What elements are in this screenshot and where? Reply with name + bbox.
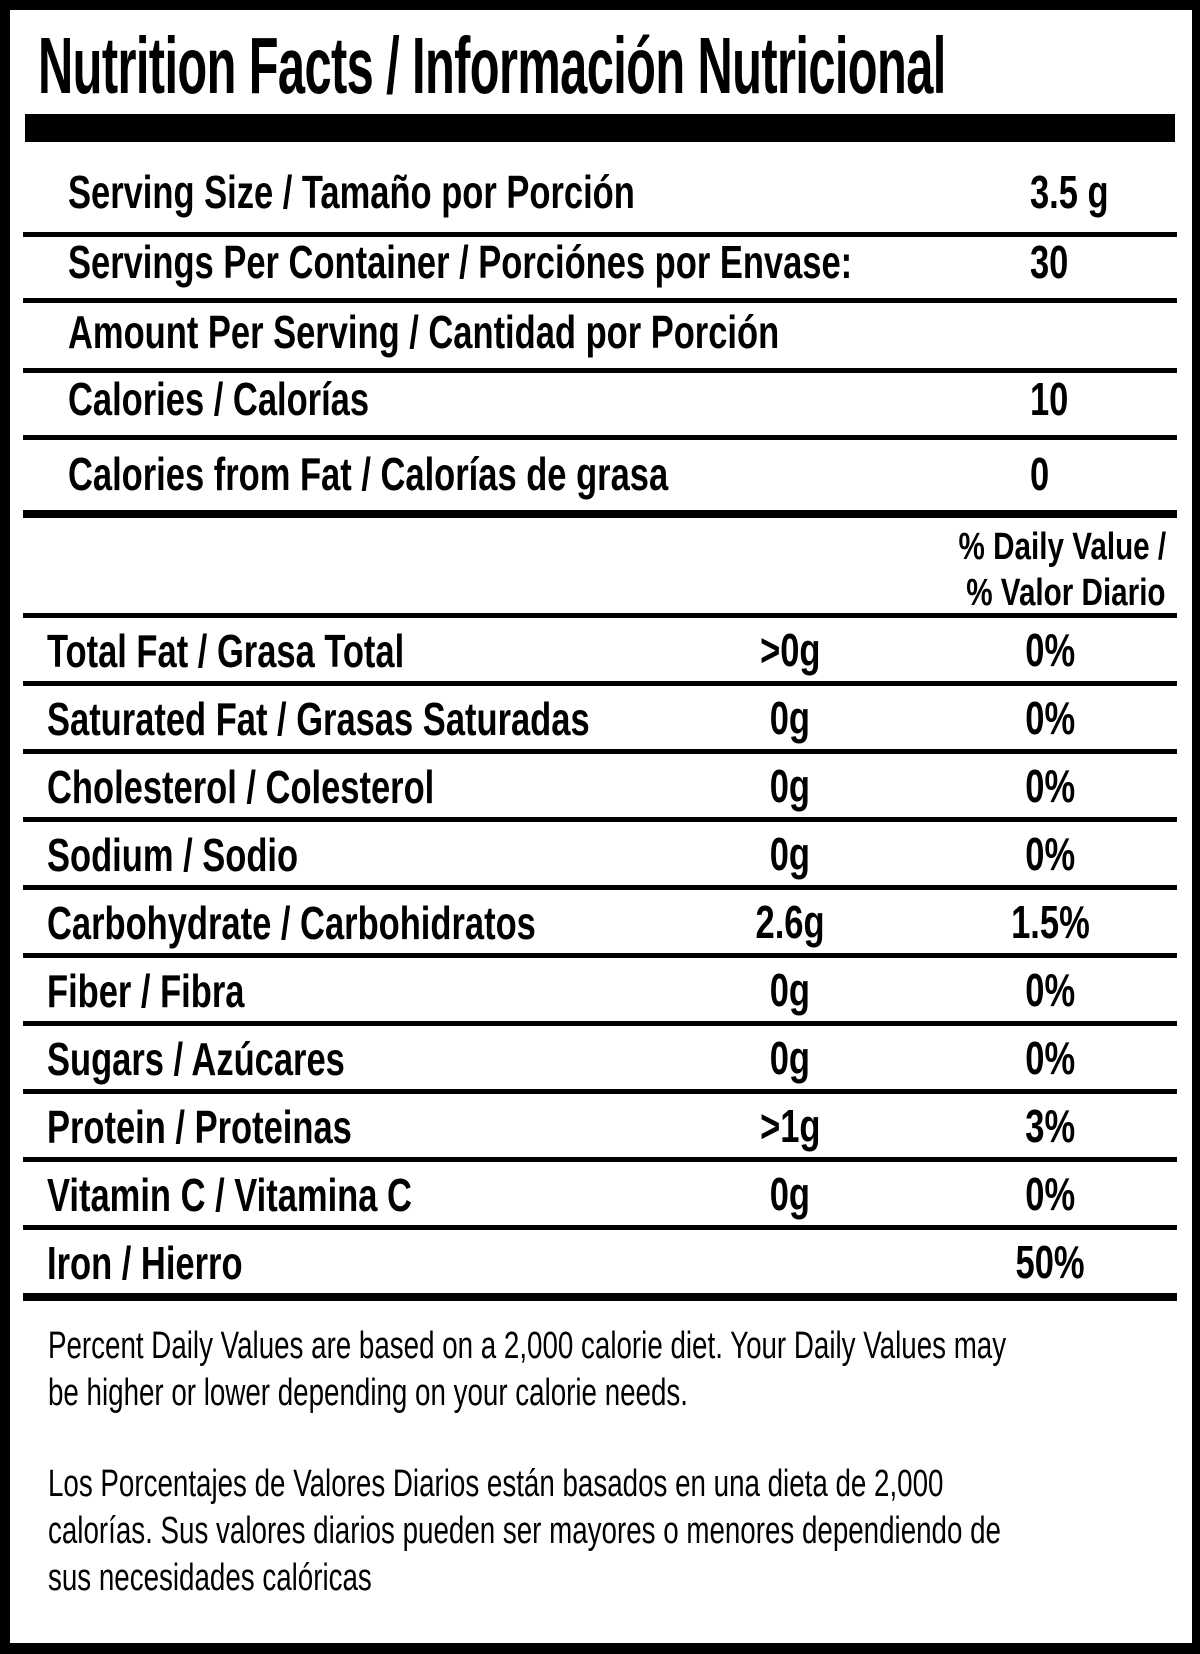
row-amount: 0g [769, 963, 811, 1016]
row-amount: >1g [759, 1099, 821, 1152]
row-amount: 0g [769, 691, 811, 744]
page-title-text: Nutrition Facts / Información Nutriciona… [38, 21, 946, 110]
row-label: Cholesterol / Colesterol [47, 760, 435, 813]
row-label: Sodium / Sodio [47, 828, 299, 881]
header-divider-bar [25, 114, 1175, 142]
table-row-vitamin-c: Vitamin C / Vitamina C 0g 0% [23, 1162, 1177, 1230]
table-row-total-fat: Total Fat / Grasa Total >0g 0% [23, 618, 1177, 686]
row-percent: 0% [1025, 691, 1075, 744]
table-row-saturated-fat: Saturated Fat / Grasas Saturadas 0g 0% [23, 686, 1177, 754]
calories-from-fat-row: Calories from Fat / Calorías de grasa 0 [23, 440, 1177, 518]
row-percent: 1.5% [1010, 895, 1090, 948]
row-percent: 0% [1025, 1167, 1075, 1220]
row-percent: 0% [1025, 1031, 1075, 1084]
row-label: Iron / Hierro [47, 1236, 243, 1289]
row-amount: 0g [769, 759, 811, 812]
row-amount: >0g [759, 623, 821, 676]
row-label: Sugars / Azúcares [47, 1032, 345, 1085]
label-content: Nutrition Facts / Información Nutriciona… [10, 10, 1192, 1643]
daily-value-header: % Daily Value / % Valor Diario [23, 518, 1177, 618]
row-label: Protein / Proteinas [47, 1100, 352, 1153]
table-row-cholesterol: Cholesterol / Colesterol 0g 0% [23, 754, 1177, 822]
serving-size-row: Serving Size / Tamaño por Porción 3.5 g [23, 142, 1177, 237]
row-percent: 3% [1025, 1099, 1075, 1152]
table-row-sugars: Sugars / Azúcares 0g 0% [23, 1026, 1177, 1094]
calories-row: Calories / Calorías 10 [23, 373, 1177, 440]
table-row-sodium: Sodium / Sodio 0g 0% [23, 822, 1177, 890]
daily-value-header-line1: % Daily Value / [958, 526, 1166, 568]
table-row-protein: Protein / Proteinas >1g 3% [23, 1094, 1177, 1162]
serving-size-label: Serving Size / Tamaño por Porción [68, 166, 635, 218]
row-label: Saturated Fat / Grasas Saturadas [47, 692, 590, 745]
calories-from-fat-value: 0 [1030, 448, 1050, 500]
row-label: Carbohydrate / Carbohidratos [47, 896, 536, 949]
footnote-spanish: Los Porcentajes de Valores Diarios están… [48, 1463, 1001, 1599]
calories-from-fat-label: Calories from Fat / Calorías de grasa [68, 448, 669, 500]
page-title: Nutrition Facts / Información Nutriciona… [38, 21, 1200, 110]
daily-value-header-line2: % Valor Diario [966, 572, 1166, 614]
table-row-iron: Iron / Hierro 50% [23, 1230, 1177, 1301]
serving-size-value: 3.5 g [1030, 166, 1109, 218]
row-label: Total Fat / Grasa Total [47, 624, 405, 677]
serving-section: Serving Size / Tamaño por Porción 3.5 g … [23, 142, 1177, 1301]
row-amount: 2.6g [755, 895, 825, 948]
row-percent: 0% [1025, 623, 1075, 676]
row-amount: 0g [769, 827, 811, 880]
amount-per-serving-row: Amount Per Serving / Cantidad por Porció… [23, 303, 1177, 373]
row-amount: 0g [769, 1031, 811, 1084]
calories-label: Calories / Calorías [68, 373, 370, 425]
table-row-fiber: Fiber / Fibra 0g 0% [23, 958, 1177, 1026]
row-label: Vitamin C / Vitamina C [47, 1168, 412, 1221]
footnotes: Percent Daily Values are based on a 2,00… [48, 1291, 1168, 1602]
amount-per-serving-label: Amount Per Serving / Cantidad por Porció… [68, 306, 780, 358]
calories-value: 10 [1030, 373, 1069, 425]
row-percent: 0% [1025, 963, 1075, 1016]
footnote-english: Percent Daily Values are based on a 2,00… [48, 1325, 1007, 1414]
row-label: Fiber / Fibra [47, 964, 245, 1017]
servings-per-container-label: Servings Per Container / Porciónes por E… [68, 236, 853, 288]
servings-per-container-row: Servings Per Container / Porciónes por E… [23, 237, 1177, 303]
row-amount: 0g [769, 1167, 811, 1220]
row-percent: 0% [1025, 827, 1075, 880]
nutrient-table: Total Fat / Grasa Total >0g 0% Saturated… [23, 618, 1177, 1301]
row-percent: 0% [1025, 759, 1075, 812]
servings-per-container-value: 30 [1030, 236, 1069, 288]
table-row-carbohydrate: Carbohydrate / Carbohidratos 2.6g 1.5% [23, 890, 1177, 958]
row-percent: 50% [1015, 1235, 1085, 1288]
